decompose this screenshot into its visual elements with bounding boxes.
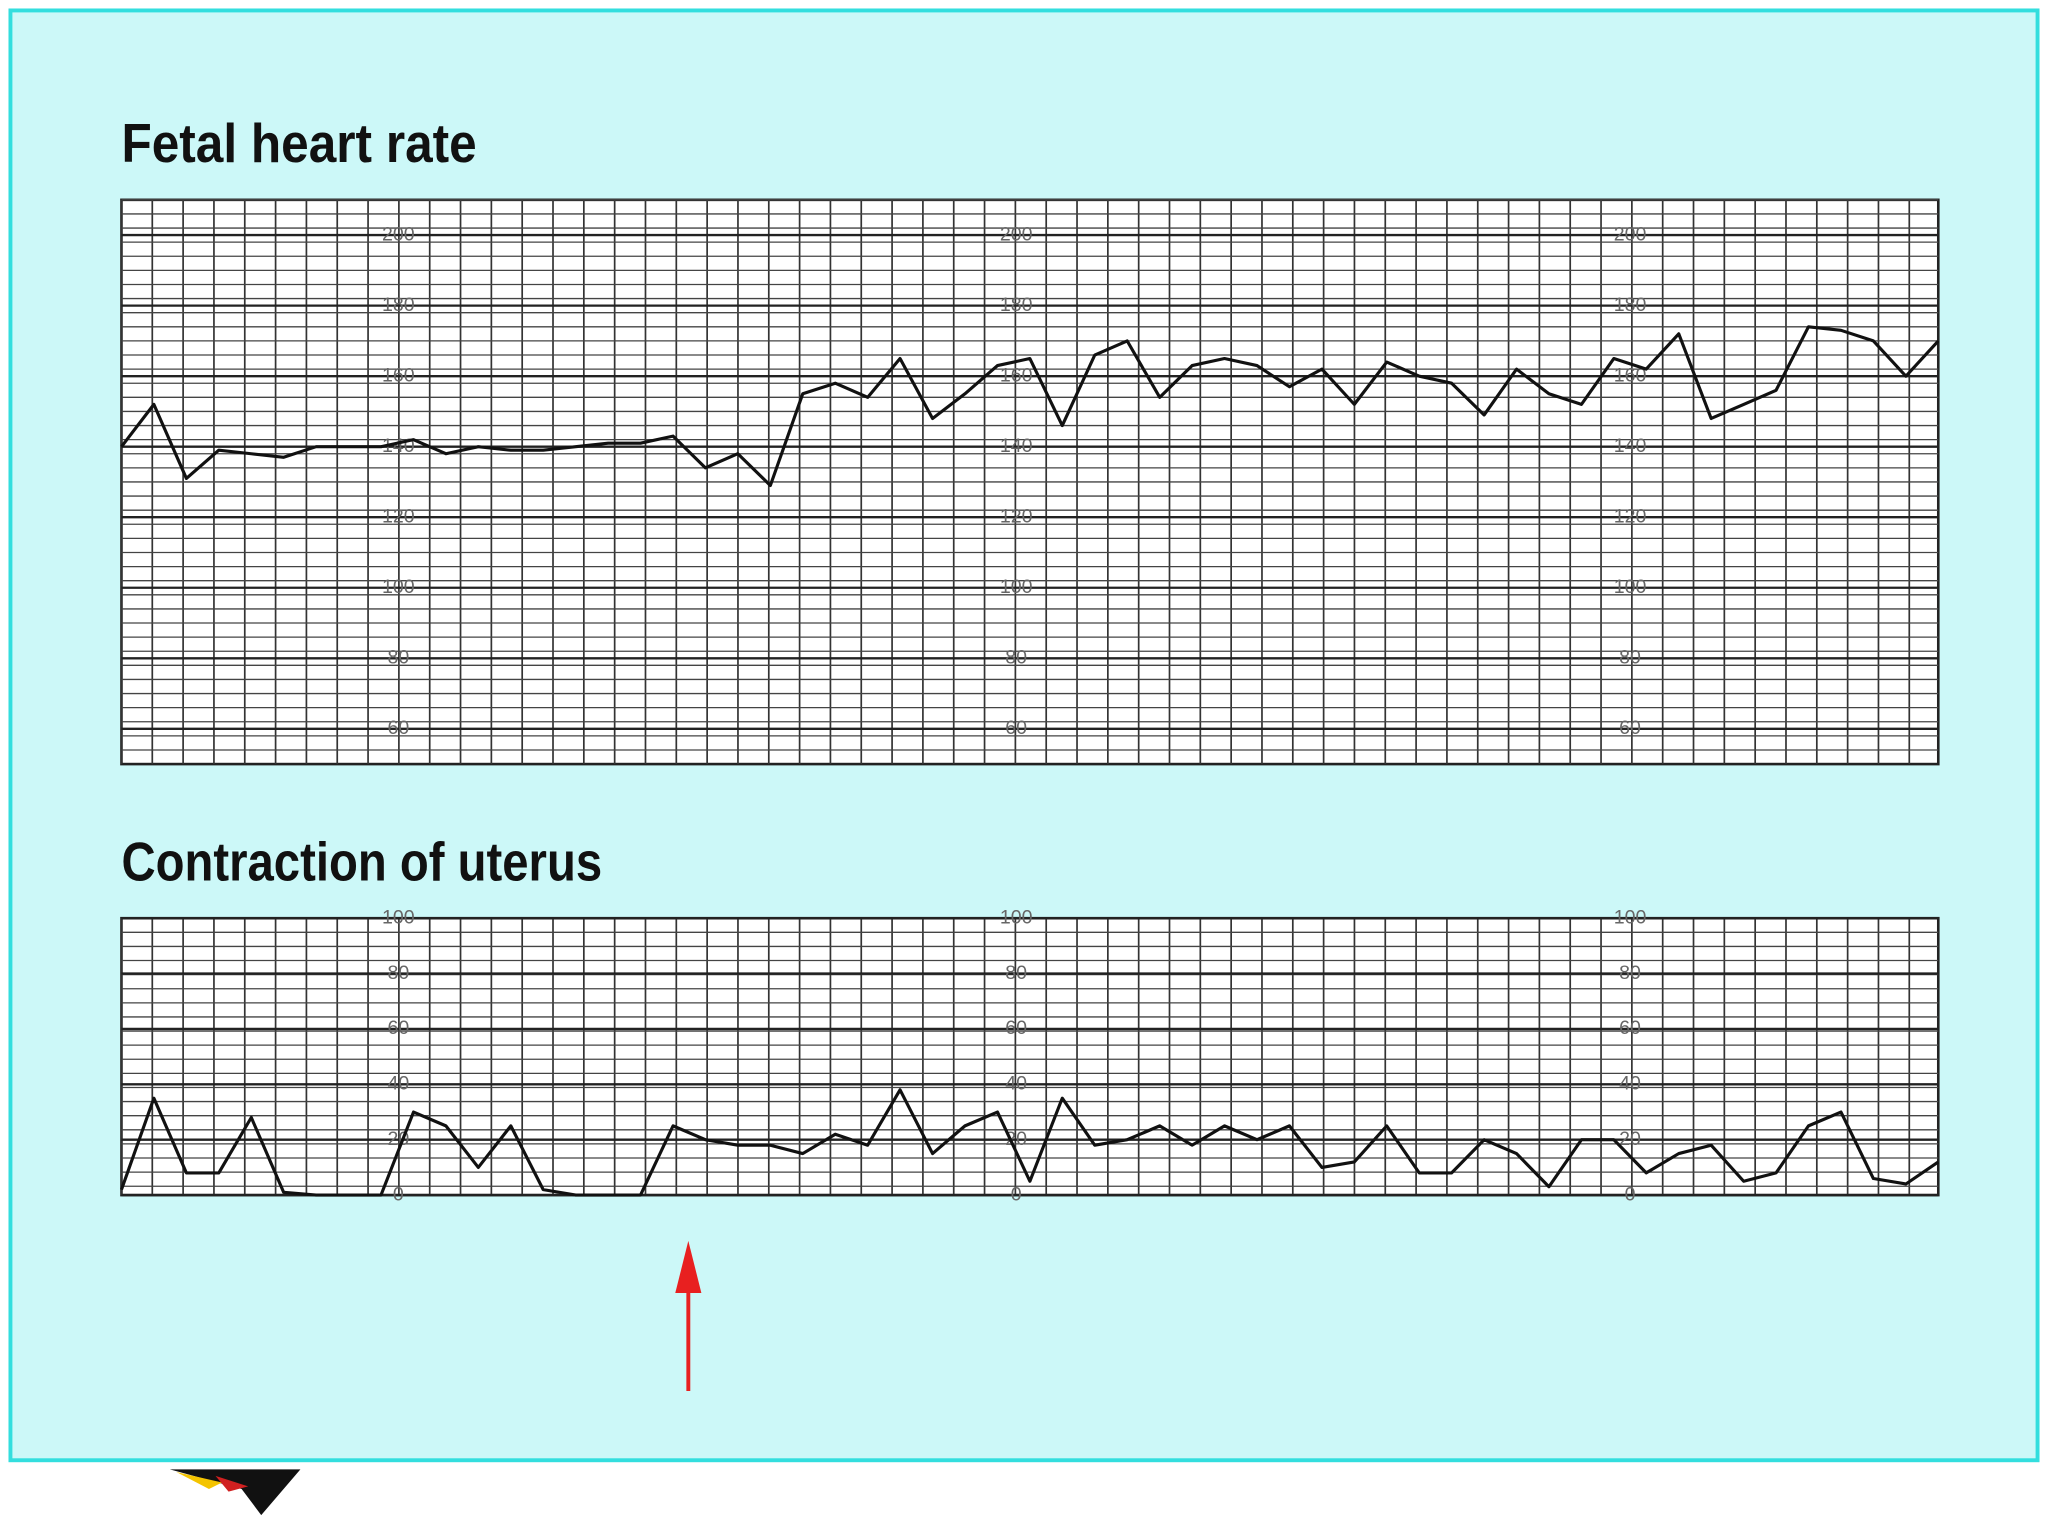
y-tick-label: 80 bbox=[1619, 646, 1641, 668]
y-tick-label: 40 bbox=[387, 1073, 409, 1095]
chart-title: Fetal heart rate bbox=[121, 112, 476, 174]
y-tick-label: 160 bbox=[382, 364, 415, 386]
trace-line bbox=[120, 325, 1940, 488]
y-tick-label: 100 bbox=[1000, 576, 1033, 598]
y-tick-label: 80 bbox=[1619, 962, 1641, 984]
y-tick-label: 80 bbox=[387, 646, 409, 668]
y-tick-label: 180 bbox=[382, 294, 415, 316]
y-tick-label: 60 bbox=[1005, 1017, 1027, 1039]
y-tick-label: 60 bbox=[387, 717, 409, 739]
y-tick-label: 20 bbox=[1619, 1128, 1641, 1150]
y-tick-label: 180 bbox=[1000, 294, 1033, 316]
y-tick-label: 100 bbox=[1614, 576, 1647, 598]
y-tick-label: 80 bbox=[1005, 962, 1027, 984]
y-tick-label: 160 bbox=[1000, 364, 1033, 386]
y-tick-label: 100 bbox=[382, 906, 415, 928]
y-tick-label: 60 bbox=[1005, 717, 1027, 739]
y-tick-label: 0 bbox=[393, 1183, 404, 1205]
red-arrow bbox=[675, 1240, 702, 1392]
y-tick-label: 120 bbox=[1000, 505, 1033, 527]
y-tick-label: 100 bbox=[382, 576, 415, 598]
plot-area bbox=[120, 916, 1940, 1197]
trace-line bbox=[119, 1088, 1940, 1197]
y-tick-label: 180 bbox=[1614, 294, 1647, 316]
y-tick-label: 0 bbox=[1625, 1183, 1636, 1205]
y-tick-label: 100 bbox=[1614, 906, 1647, 928]
y-tick-label: 200 bbox=[1614, 223, 1647, 245]
y-tick-label: 60 bbox=[387, 1017, 409, 1039]
y-tick-label: 140 bbox=[1000, 435, 1033, 457]
y-tick-label: 60 bbox=[1619, 717, 1641, 739]
y-tick-label: 100 bbox=[1000, 906, 1033, 928]
y-tick-label: 40 bbox=[1005, 1073, 1027, 1095]
y-tick-label: 0 bbox=[1011, 1183, 1022, 1205]
y-tick-label: 120 bbox=[382, 505, 415, 527]
y-tick-label: 60 bbox=[1619, 1017, 1641, 1039]
chart-title: Contraction of uterus bbox=[121, 830, 602, 892]
y-tick-label: 20 bbox=[1005, 1128, 1027, 1150]
y-tick-label: 120 bbox=[1614, 505, 1647, 527]
y-tick-label: 160 bbox=[1614, 364, 1647, 386]
y-tick-label: 80 bbox=[387, 962, 409, 984]
y-tick-label: 140 bbox=[1614, 435, 1647, 457]
y-tick-label: 40 bbox=[1619, 1073, 1641, 1095]
y-tick-label: 80 bbox=[1005, 646, 1027, 668]
logo bbox=[169, 1469, 301, 1516]
y-tick-label: 200 bbox=[1000, 223, 1033, 245]
y-tick-label: 200 bbox=[382, 223, 415, 245]
